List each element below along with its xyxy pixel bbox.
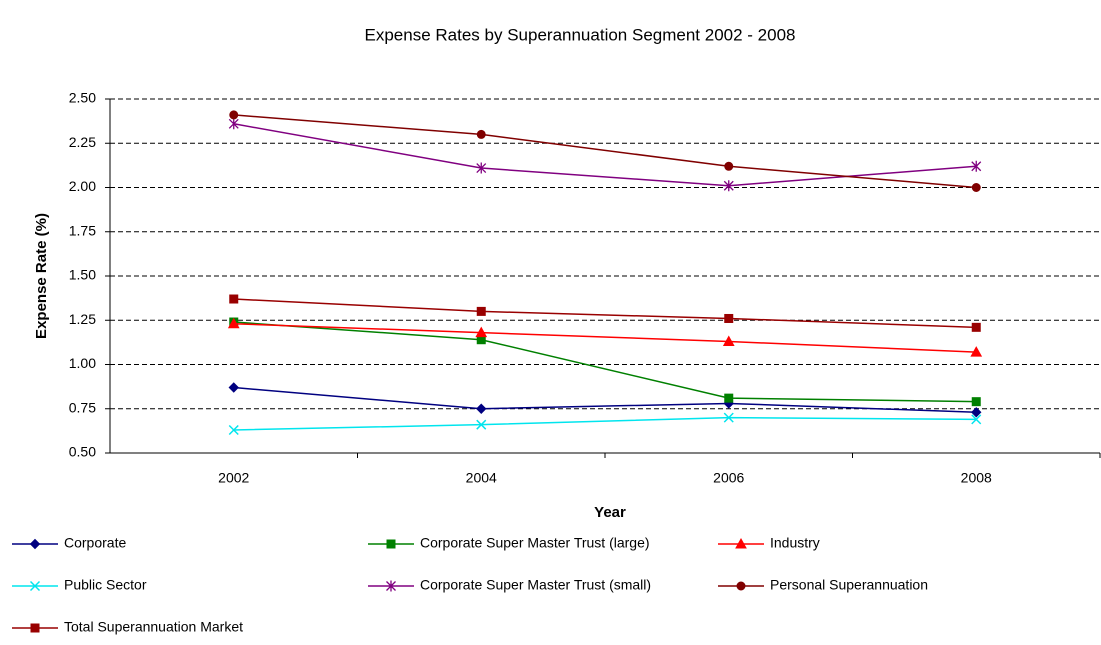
legend-label: Corporate Super Master Trust (small) (420, 577, 651, 593)
marker (724, 393, 734, 403)
marker (971, 407, 982, 418)
marker (386, 580, 396, 592)
marker (228, 424, 239, 436)
marker (476, 403, 487, 414)
marker (386, 539, 396, 549)
y-tick-label: 0.50 (69, 444, 96, 460)
series-line (233, 321, 977, 403)
marker (723, 412, 734, 423)
legend-label: Public Sector (64, 577, 147, 593)
x-tick-label: 2004 (466, 470, 497, 486)
series-line (233, 123, 977, 187)
marker (722, 335, 735, 346)
marker (228, 382, 239, 393)
y-tick-label: 1.75 (69, 222, 96, 238)
series-line (233, 323, 977, 353)
marker (476, 129, 486, 139)
y-tick-label: 1.25 (69, 311, 96, 327)
marker (476, 306, 486, 316)
marker (227, 317, 240, 329)
legend-label: Corporate (64, 535, 126, 551)
legend-label: Personal Superannuation (770, 577, 928, 593)
series-line (233, 114, 977, 189)
series-line (233, 416, 977, 431)
x-tick-label: 2002 (218, 470, 249, 486)
marker (229, 294, 239, 304)
marker (971, 322, 981, 332)
marker (475, 326, 488, 338)
x-tick-label: 2008 (961, 470, 992, 486)
y-tick-label: 1.00 (69, 355, 96, 371)
legend-label: Total Superannuation Market (64, 619, 243, 635)
marker (29, 580, 41, 592)
marker (971, 414, 982, 425)
chart-title: Expense Rates by Superannuation Segment … (365, 25, 796, 44)
series-line (233, 386, 977, 414)
x-tick-label: 2006 (713, 470, 744, 486)
y-axis-label: Expense Rate (%) (33, 213, 50, 339)
marker (724, 313, 734, 323)
y-tick-label: 2.25 (69, 134, 96, 150)
legend-label: Industry (770, 535, 820, 551)
legend-label: Corporate Super Master Trust (large) (420, 535, 650, 551)
x-axis-label: Year (594, 504, 626, 521)
series-line (233, 298, 977, 329)
marker (970, 346, 983, 357)
marker (476, 419, 487, 430)
marker (229, 110, 239, 120)
marker (228, 118, 239, 130)
marker (476, 162, 487, 174)
y-tick-label: 2.00 (69, 178, 96, 194)
marker (971, 397, 981, 407)
y-tick-label: 1.50 (69, 267, 96, 283)
marker (29, 538, 41, 550)
marker (724, 161, 734, 171)
y-tick-label: 0.75 (69, 399, 96, 415)
marker (971, 183, 981, 192)
marker (735, 537, 747, 549)
y-tick-label: 2.50 (69, 90, 96, 106)
marker (736, 581, 746, 591)
marker (30, 623, 40, 633)
marker (723, 180, 734, 192)
marker (971, 160, 982, 172)
